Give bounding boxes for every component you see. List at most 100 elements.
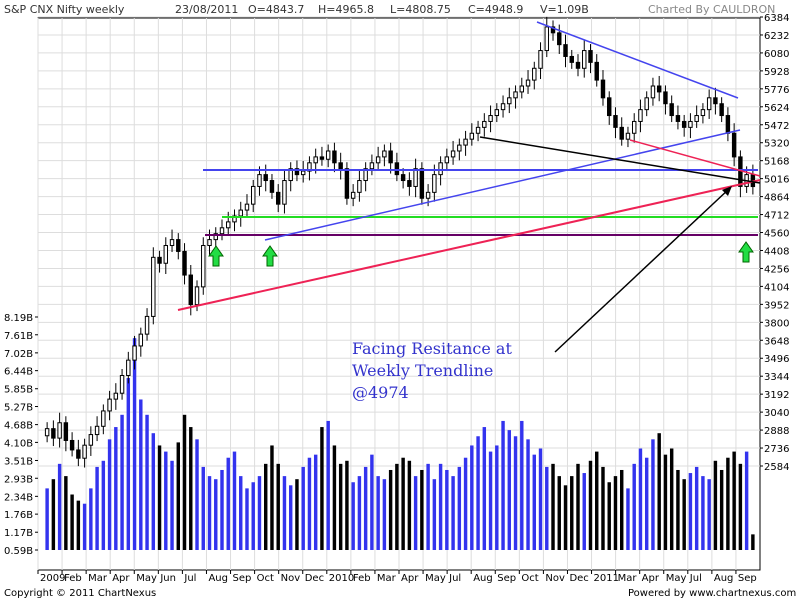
annotation-line-2: Weekly Trendline xyxy=(352,361,493,380)
volume-bar xyxy=(401,457,405,550)
time-tick-label: 2011 xyxy=(594,573,619,584)
volume-tick-label: 2.34B xyxy=(4,492,33,503)
candle-up xyxy=(475,126,481,134)
time-tick-label: Jun xyxy=(159,573,176,584)
volume-bar xyxy=(126,378,131,550)
volume-bar xyxy=(463,457,468,550)
candle-down xyxy=(681,120,687,128)
candle-down xyxy=(550,26,556,34)
volume-bar xyxy=(214,479,218,550)
time-tick-label: Sep xyxy=(497,573,516,584)
volume-bar xyxy=(620,469,624,550)
price-tick-label: 3648 xyxy=(764,336,789,347)
time-tick-label: Oct xyxy=(257,573,274,584)
red-rising-trendline xyxy=(177,179,761,311)
candle-down xyxy=(719,103,724,117)
price-tick-label: 2584 xyxy=(764,462,789,473)
candle-up xyxy=(413,168,418,187)
header-high: H=4965.8 xyxy=(318,3,374,16)
candle-up xyxy=(363,168,368,182)
candle-down xyxy=(600,79,606,99)
time-tick-label: Nov xyxy=(281,573,301,584)
volume-bar xyxy=(332,445,337,550)
candle-up xyxy=(151,256,156,317)
candle-up xyxy=(463,138,468,146)
volume-bar xyxy=(120,414,124,550)
volume-bar xyxy=(438,463,443,550)
volume-bar xyxy=(157,445,162,550)
volume-bar xyxy=(145,414,149,550)
time-tick-label: Dec xyxy=(569,573,588,584)
volume-bar xyxy=(164,451,168,550)
candle-up xyxy=(382,150,387,158)
candle-up xyxy=(213,233,218,241)
candle-up xyxy=(307,162,312,172)
volume-bar xyxy=(576,463,580,550)
candle-up xyxy=(357,180,362,193)
volume-bar xyxy=(738,463,743,550)
volume-bar xyxy=(688,473,693,550)
volume-bar xyxy=(326,420,330,550)
volume-bar xyxy=(663,454,668,550)
price-tick-label: 3800 xyxy=(764,318,789,329)
volume-bar xyxy=(51,479,56,550)
price-tick-label: 5168 xyxy=(764,157,789,168)
volume-bar xyxy=(457,466,462,550)
volume-bar xyxy=(488,451,493,550)
price-tick-label: 3192 xyxy=(764,390,789,401)
volume-bar xyxy=(232,451,237,550)
volume-bar xyxy=(582,473,586,550)
volume-bar xyxy=(557,476,561,550)
candle-down xyxy=(394,162,400,176)
candle-up xyxy=(144,315,150,335)
candle-down xyxy=(675,115,681,122)
candle-down xyxy=(563,44,568,57)
volume-bar xyxy=(95,466,99,550)
candle-down xyxy=(725,115,731,134)
volume-bar xyxy=(170,460,174,550)
candle-down xyxy=(619,126,624,140)
time-tick-label: May xyxy=(425,573,446,584)
volume-bar xyxy=(726,457,730,550)
volume-tick-label: 4.68B xyxy=(4,421,33,432)
price-tick-label: 3040 xyxy=(764,408,789,419)
volume-bar xyxy=(644,457,649,550)
price-tick-label: 6384 xyxy=(764,13,789,24)
volume-bar xyxy=(601,466,605,550)
candle-down xyxy=(275,191,281,205)
candle-down xyxy=(731,132,737,158)
volume-bar xyxy=(370,454,374,550)
volume-bar xyxy=(482,427,487,550)
candle-up xyxy=(444,156,450,164)
green-up-arrow xyxy=(262,245,278,267)
time-tick-label: Jul xyxy=(689,573,702,584)
candle-up xyxy=(688,120,693,128)
candle-up xyxy=(694,115,699,122)
volume-bar xyxy=(76,500,81,550)
volume-bar xyxy=(526,439,530,550)
volume-bar xyxy=(288,485,293,550)
candle-down xyxy=(419,168,425,199)
volume-bar xyxy=(363,466,368,550)
volume-bar xyxy=(276,463,280,550)
volume-bar xyxy=(388,469,393,550)
candle-down xyxy=(594,61,599,81)
volume-bar xyxy=(320,427,324,550)
volume-bar xyxy=(338,463,343,550)
time-tick-label: Dec xyxy=(305,573,324,584)
price-axis: 6384 6232 6080 5928 5776 5624 5472 5320 5168 5016… xyxy=(760,13,789,473)
green-up-arrow xyxy=(738,241,754,263)
candle-down xyxy=(182,250,187,276)
volume-bar xyxy=(638,448,643,550)
volume-bar xyxy=(682,479,686,550)
time-tick-label: 2010 xyxy=(329,573,354,584)
volume-bar xyxy=(588,460,593,550)
candle-down xyxy=(669,103,674,117)
candle-up xyxy=(126,359,131,376)
candle-up xyxy=(113,392,119,400)
volume-bar xyxy=(507,430,512,550)
volume-bar xyxy=(613,476,618,550)
candle-up xyxy=(469,132,475,140)
volume-bar xyxy=(570,476,574,550)
candle-up xyxy=(226,221,231,229)
